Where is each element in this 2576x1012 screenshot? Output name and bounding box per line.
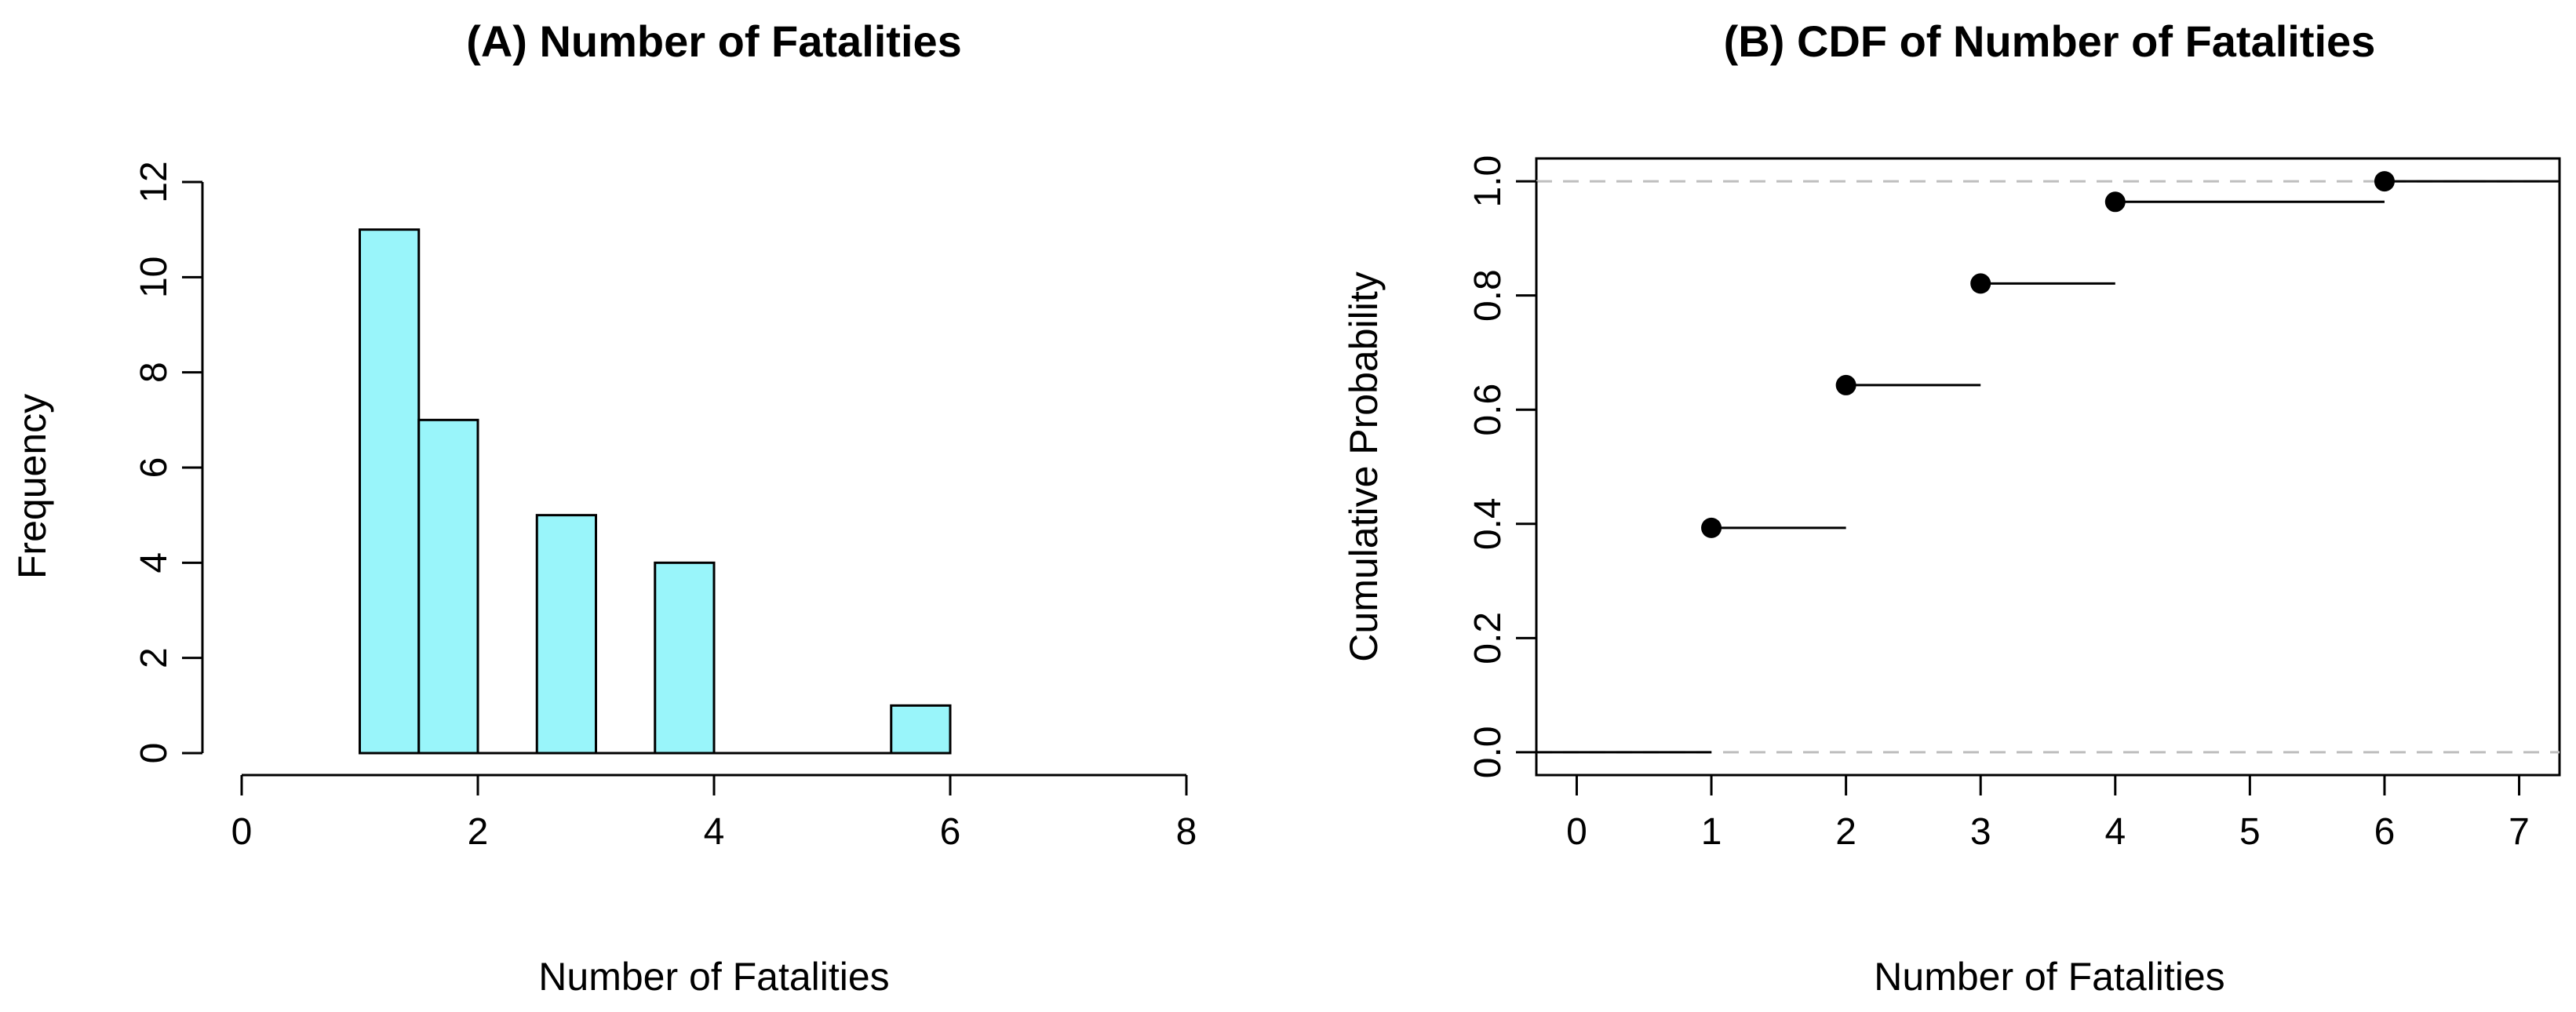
histogram-y-tick-label: 8: [133, 362, 175, 383]
cdf-y-tick-label: 0.4: [1467, 497, 1509, 550]
histogram-title: (A) Number of Fatalities: [466, 16, 962, 66]
histogram-panel: (A) Number of Fatalities Number of Fatal…: [10, 16, 1197, 999]
histogram-y-tick-label: 0: [133, 743, 175, 764]
cdf-x-tick-label: 5: [2239, 811, 2261, 853]
cdf-x-tick-label: 0: [1566, 811, 1587, 853]
histogram-y-axis: 0 2 4 6 8 10 12: [133, 161, 204, 764]
cdf-x-tick-label: 4: [2104, 811, 2126, 853]
cdf-point: [1835, 374, 1856, 395]
histogram-y-tick-label: 12: [133, 161, 175, 202]
cdf-x-tick-label: 7: [2509, 811, 2530, 853]
histogram-y-tick-label: 6: [133, 457, 175, 479]
cdf-x-axis-label: Number of Fatalities: [1874, 955, 2224, 999]
cdf-x-tick-label: 2: [1835, 811, 1856, 853]
histogram-x-tick-label: 2: [468, 811, 489, 853]
histogram-bar: [359, 228, 421, 755]
histogram-y-axis-label: Frequency: [10, 394, 54, 579]
histogram-bar: [417, 418, 479, 755]
cdf-x-tick-label: 3: [1970, 811, 1991, 853]
histogram-y-tick-label: 4: [133, 552, 175, 573]
histogram-x-axis-label: Number of Fatalities: [538, 955, 889, 999]
histogram-x-tick-label: 0: [231, 811, 253, 853]
histogram-bar: [535, 514, 597, 755]
histogram-x-tick-label: 8: [1176, 811, 1197, 853]
histogram-x-tick-label: 4: [704, 811, 725, 853]
cdf-y-tick-label: 0.0: [1467, 726, 1509, 779]
cdf-y-tick-label: 0.6: [1467, 384, 1509, 436]
histogram-bars: [359, 228, 952, 755]
histogram-y-tick-label: 10: [133, 257, 175, 298]
cdf-point: [2104, 191, 2126, 213]
cdf-reference-lines: [1536, 180, 2560, 754]
cdf-y-axis-label: Cumulative Probability: [1342, 271, 1386, 661]
cdf-x-tick-label: 6: [2374, 811, 2396, 853]
histogram-bar: [890, 704, 952, 755]
histogram-bar: [654, 561, 716, 755]
cdf-plot-frame: [1535, 157, 2561, 777]
cdf-y-axis: 0.0 0.2 0.4 0.6 0.8 1.0: [1467, 155, 1538, 779]
cdf-panel: (B) CDF of Number of Fatalities Number o…: [1342, 16, 2561, 999]
cdf-point: [2374, 171, 2395, 192]
cdf-point: [1701, 517, 1722, 538]
histogram-x-tick-label: 6: [940, 811, 961, 853]
cdf-steps: [1536, 171, 2560, 754]
histogram-y-tick-label: 2: [133, 647, 175, 668]
cdf-title: (B) CDF of Number of Fatalities: [1724, 16, 2376, 66]
cdf-point: [1970, 273, 1991, 294]
cdf-y-tick-label: 0.2: [1467, 612, 1509, 664]
cdf-y-tick-label: 0.8: [1467, 269, 1509, 322]
cdf-x-axis: 0 1 2 3 4 5 6 7: [1566, 774, 2530, 853]
cdf-y-tick-label: 1.0: [1467, 155, 1509, 208]
histogram-x-axis: 0 2 4 6 8: [231, 774, 1197, 853]
cdf-x-tick-label: 1: [1701, 811, 1722, 853]
